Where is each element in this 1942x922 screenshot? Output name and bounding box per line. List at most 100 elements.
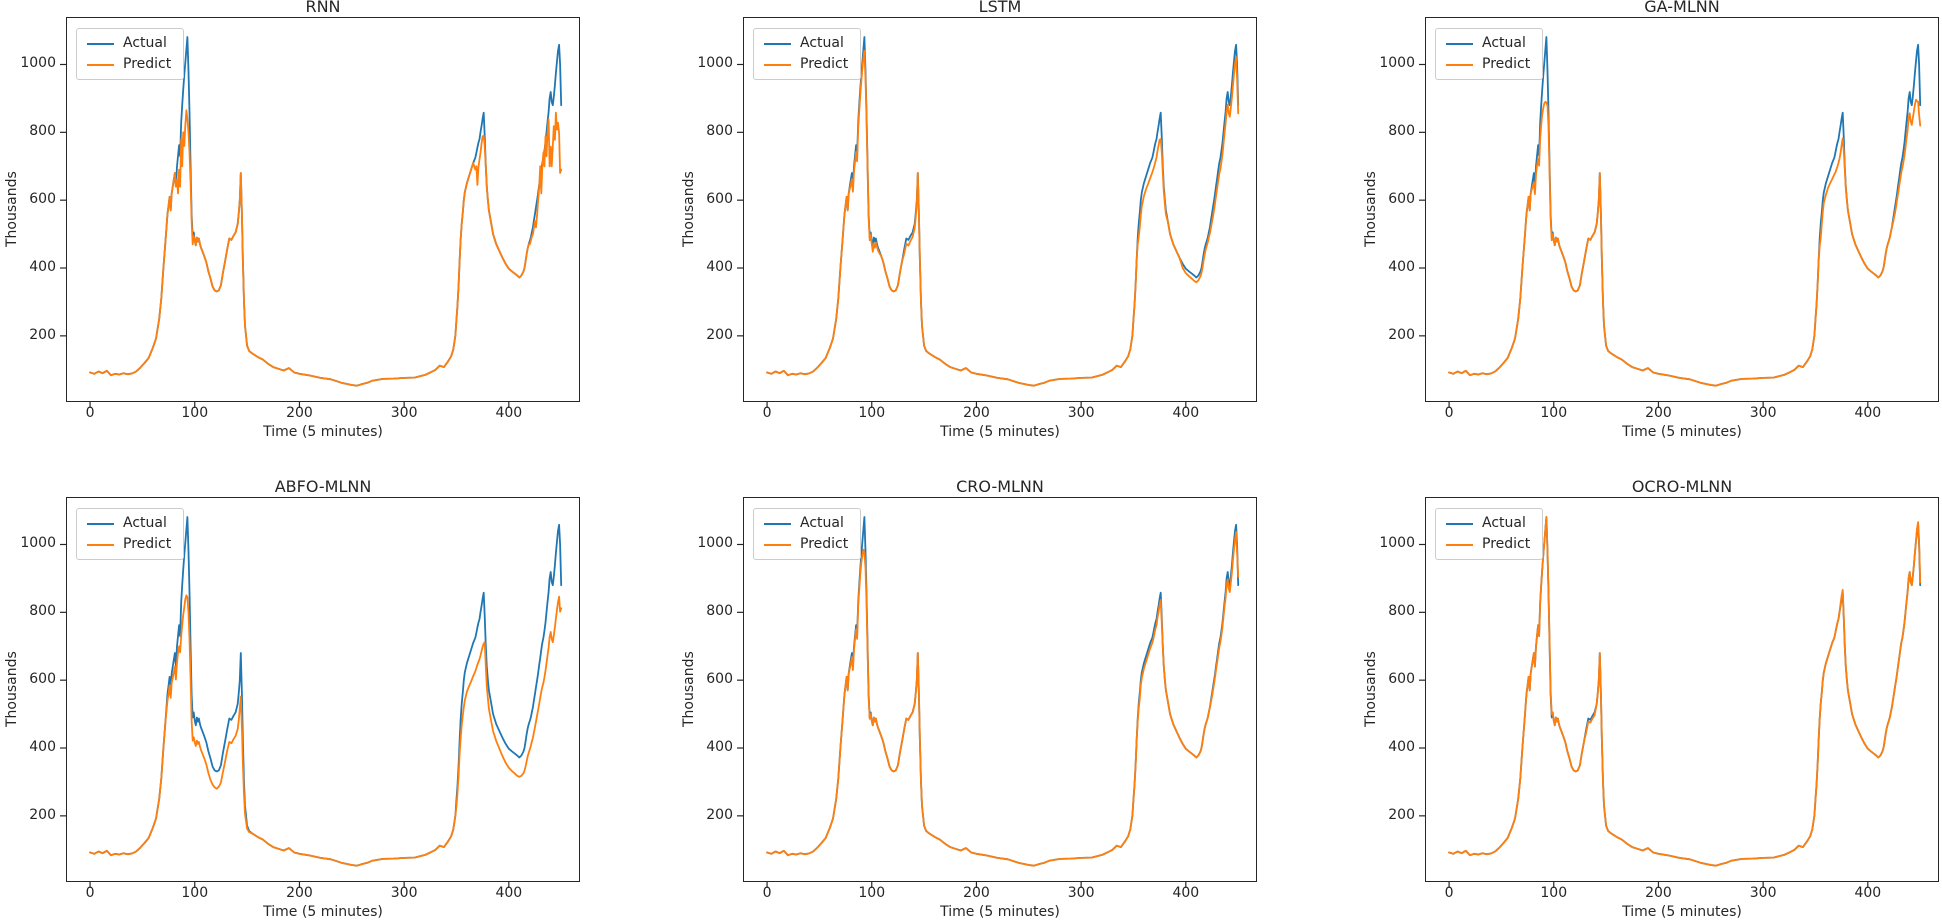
x-tick-label: 300	[1749, 885, 1777, 901]
x-tick-label: 300	[390, 885, 418, 901]
legend-label: Predict	[800, 56, 849, 72]
legend-label: Actual	[800, 35, 844, 51]
actual-line-swatch	[87, 522, 114, 525]
x-tick-label: 300	[390, 405, 418, 421]
y-tick-label: 800	[1388, 603, 1415, 620]
y-tick-label: 600	[29, 191, 56, 208]
legend-item-actual: Actual	[1446, 33, 1530, 54]
plot-area	[60, 497, 580, 888]
legend: Actual Predict	[753, 28, 862, 80]
plot-area	[1419, 497, 1939, 888]
y-tick-label: 1000	[20, 55, 56, 72]
x-tick-label: 100	[1540, 405, 1568, 421]
legend-label: Predict	[800, 536, 849, 552]
y-tick-label: 600	[1388, 671, 1415, 688]
plot-area	[1419, 17, 1939, 408]
legend: Actual Predict	[76, 28, 185, 80]
legend-label: Predict	[123, 56, 172, 72]
legend-label: Actual	[1482, 35, 1526, 51]
x-tick-label: 100	[181, 885, 209, 901]
predict-line-swatch	[1446, 63, 1473, 66]
x-axis-label: Time (5 minutes)	[940, 904, 1060, 920]
subplot-ga-mlnn: GA-MLNN Thousands Actual Predict Time (5…	[1359, 0, 1942, 462]
y-tick-label: 400	[706, 259, 733, 275]
legend: Actual Predict	[1435, 28, 1544, 80]
legend-item-predict: Predict	[1446, 54, 1530, 75]
subplot-abfo-mlnn: ABFO-MLNN Thousands Actual Predict Time …	[0, 478, 648, 922]
y-tick-label: 600	[1388, 191, 1415, 208]
legend-item-actual: Actual	[764, 33, 848, 54]
legend-label: Actual	[1482, 515, 1526, 531]
x-tick-label: 400	[1854, 885, 1882, 901]
y-tick-label: 200	[706, 326, 733, 343]
x-tick-label: 400	[1172, 405, 1200, 421]
y-tick-label: 1000	[20, 535, 56, 552]
plot-area	[737, 497, 1257, 888]
predict-line-swatch	[1446, 543, 1473, 546]
y-axis-label: Thousands	[681, 651, 697, 728]
legend-label: Predict	[1482, 536, 1531, 552]
legend-item-actual: Actual	[87, 513, 171, 534]
x-tick-label: 200	[963, 405, 990, 421]
x-tick-label: 100	[858, 885, 886, 901]
x-axis-label: Time (5 minutes)	[263, 904, 383, 920]
x-tick-label: 100	[1540, 885, 1568, 901]
legend: Actual Predict	[76, 508, 185, 560]
chart-title: GA-MLNN	[1644, 0, 1720, 16]
y-tick-label: 800	[1388, 123, 1415, 140]
y-axis-label: Thousands	[4, 171, 20, 248]
x-tick-label: 300	[1067, 405, 1095, 421]
x-tick-label: 200	[286, 885, 313, 901]
x-tick-label: 0	[85, 405, 95, 421]
y-tick-label: 400	[29, 739, 56, 755]
legend-item-predict: Predict	[764, 534, 848, 555]
subplot-lstm: LSTM Thousands Actual Predict Time (5 mi…	[677, 0, 1325, 462]
x-axis-label: Time (5 minutes)	[1622, 904, 1742, 920]
actual-line-swatch	[1446, 522, 1473, 525]
legend-item-predict: Predict	[764, 54, 848, 75]
subplot-cro-mlnn: CRO-MLNN Thousands Actual Predict Time (…	[677, 478, 1325, 922]
y-tick-label: 400	[1388, 259, 1415, 275]
y-tick-label: 400	[29, 259, 56, 275]
y-tick-label: 800	[29, 123, 56, 140]
chart-title: OCRO-MLNN	[1631, 477, 1733, 496]
x-tick-label: 200	[286, 405, 313, 421]
x-tick-label: 200	[1645, 885, 1672, 901]
y-tick-label: 200	[706, 806, 733, 823]
x-tick-label: 200	[963, 885, 990, 901]
x-tick-label: 400	[1172, 885, 1200, 901]
actual-line-swatch	[87, 42, 114, 45]
y-axis-label: Thousands	[4, 651, 20, 728]
legend-item-predict: Predict	[87, 54, 171, 75]
actual-line-swatch	[1446, 42, 1473, 45]
y-tick-label: 200	[29, 806, 56, 823]
chart-title: LSTM	[978, 0, 1022, 16]
legend-label: Actual	[123, 35, 167, 51]
x-axis-label: Time (5 minutes)	[263, 424, 383, 440]
x-axis-label: Time (5 minutes)	[940, 424, 1060, 440]
actual-line-swatch	[764, 42, 791, 45]
x-tick-label: 0	[85, 885, 95, 901]
x-tick-label: 100	[181, 405, 209, 421]
x-tick-label: 400	[495, 405, 523, 421]
y-tick-label: 1000	[1379, 55, 1415, 72]
y-tick-label: 600	[706, 671, 733, 688]
actual-line-swatch	[764, 522, 791, 525]
x-tick-label: 0	[762, 405, 772, 421]
y-tick-label: 1000	[697, 55, 733, 72]
y-tick-label: 200	[29, 326, 56, 343]
x-tick-label: 0	[1444, 405, 1454, 421]
y-tick-label: 200	[1388, 806, 1415, 823]
y-axis-label: Thousands	[1363, 171, 1379, 248]
x-tick-label: 300	[1067, 885, 1095, 901]
chart-title: RNN	[305, 0, 341, 16]
y-tick-label: 200	[1388, 326, 1415, 343]
y-tick-label: 400	[1388, 739, 1415, 755]
predict-line-swatch	[764, 543, 791, 546]
plot-area	[737, 17, 1257, 408]
subplot-rnn: RNN Thousands Actual Predict Time (5 min…	[0, 0, 648, 462]
y-tick-label: 1000	[697, 535, 733, 552]
x-axis-label: Time (5 minutes)	[1622, 424, 1742, 440]
x-tick-label: 300	[1749, 405, 1777, 421]
